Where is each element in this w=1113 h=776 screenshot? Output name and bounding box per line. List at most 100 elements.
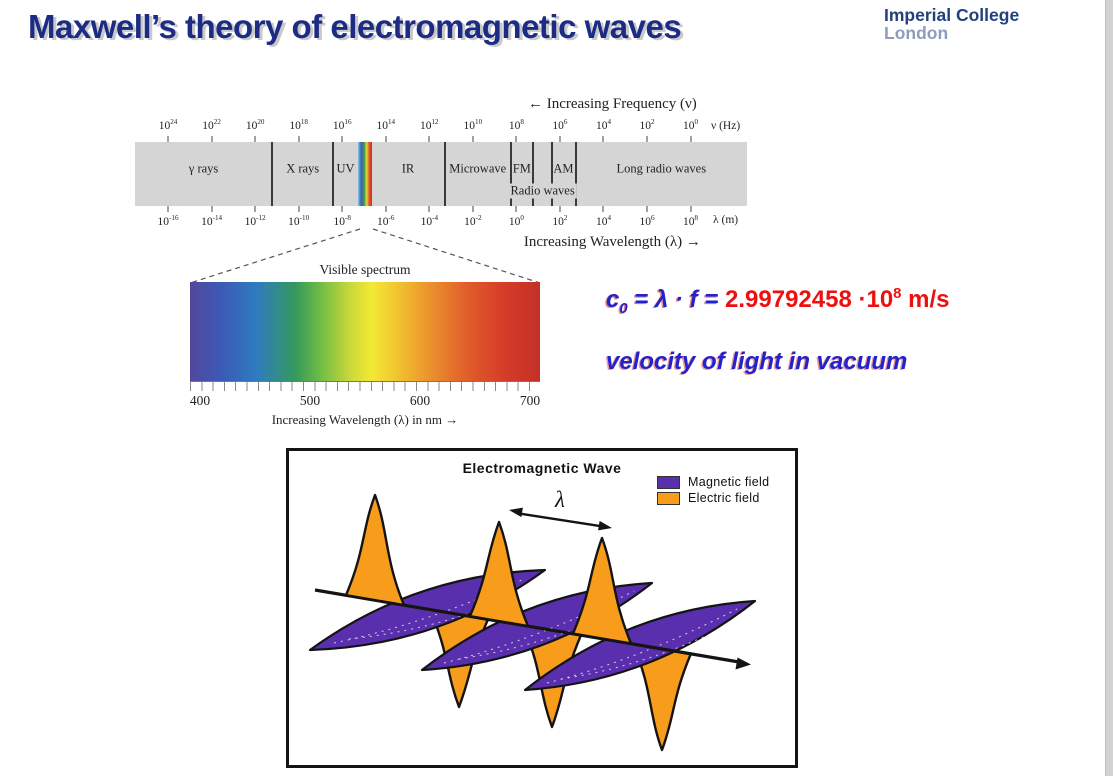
visible-spectrum-tick-value: 700: [519, 393, 541, 408]
scale-tick-mark: [254, 136, 256, 142]
velocity-of-light-caption: velocity of light in vacuum: [606, 348, 908, 375]
scale-tick-mark: [559, 136, 561, 142]
scale-tick-label: 1010: [463, 118, 483, 132]
imperial-college-logo: Imperial College London: [884, 6, 1019, 43]
scale-tick-mark: [472, 136, 474, 142]
wavelength-arrow: λ: [509, 487, 612, 531]
scale-tick-label: 10-2: [464, 214, 482, 228]
logo-line2: London: [884, 23, 949, 44]
wavelength-unit-label: λ (m): [713, 214, 739, 226]
scale-tick-mark: [254, 206, 256, 212]
scale-tick-label: 10-16: [157, 214, 179, 228]
scale-tick-label: 104: [595, 214, 612, 228]
band-divider: [532, 142, 535, 206]
scale-tick-mark: [646, 206, 648, 212]
scale-tick-label: 1018: [289, 118, 308, 132]
scale-tick-mark: [428, 136, 430, 142]
band-divider: [444, 142, 447, 206]
em-wave-legend: Magnetic field Electric field: [657, 474, 769, 506]
slide-edge-strip: [1105, 0, 1113, 776]
scale-tick-mark: [559, 206, 561, 212]
increasing-frequency-label: ← Increasing Frequency (ν): [527, 96, 697, 112]
band-region-label: AM: [553, 161, 574, 176]
visible-light-strip: [358, 142, 372, 206]
legend-swatch: [657, 491, 680, 505]
visible-spectrum-panel: Visible spectrum 400 500 600 700 Increasing…: [185, 262, 545, 430]
em-spectrum-diagram: ← Increasing Frequency (ν) 1024 1022 1020 1…: [135, 96, 747, 258]
logo-line1: Imperial College: [884, 5, 1020, 25]
scale-tick-mark: [341, 206, 343, 212]
legend-label: Electric field: [688, 491, 760, 505]
visible-spectrum-gradient: [190, 282, 540, 381]
electric-field-up-lobes: [344, 493, 633, 645]
radio-waves-label: Radio waves: [508, 183, 577, 199]
em-wave-figure: λ Electromagnetic Wave Magnetic field Ele…: [286, 448, 798, 768]
spectrum-band: γ rays X rays UV IR Microwave FM AM Long radio …: [135, 142, 747, 206]
scale-tick-mark: [167, 206, 169, 212]
scale-tick-label: 100: [508, 214, 524, 228]
scale-tick-mark: [341, 136, 343, 142]
scale-tick-label: 102: [552, 214, 568, 228]
visible-spectrum-tick-value: 400: [189, 393, 211, 408]
formula-value: 2.99792458 ·108 m/s: [725, 286, 950, 313]
band-region-label: Microwave: [449, 161, 507, 176]
scale-tick-label: 1022: [202, 118, 221, 132]
scale-tick-label: 108: [683, 214, 699, 228]
band-region-label: IR: [401, 161, 415, 176]
scale-tick-mark: [515, 206, 517, 212]
formula-lhs: c0 = λ · f =: [606, 286, 726, 317]
band-region-label: FM: [512, 161, 531, 176]
lambda-symbol: λ: [554, 487, 565, 512]
band-divider: [509, 142, 512, 206]
scale-tick-mark: [428, 206, 430, 212]
frequency-unit-label: ν (Hz): [711, 120, 741, 132]
scale-tick-mark: [515, 136, 517, 142]
visible-spectrum-title: Visible spectrum: [319, 262, 411, 277]
scale-tick-label: 106: [639, 214, 655, 228]
band-divider: [551, 142, 554, 206]
scale-tick-mark: [690, 136, 692, 142]
speed-of-light-formula: c0 = λ · f = 2.99792458 ·108 m/s: [606, 286, 949, 317]
band-divider: [574, 142, 577, 206]
scale-tick-mark: [602, 136, 604, 142]
scale-tick-label: 10-6: [377, 214, 395, 228]
legend-swatch: [657, 475, 680, 489]
scale-tick-label: 106: [552, 118, 568, 132]
legend-row: Electric field: [657, 490, 769, 506]
scale-tick-label: 10-10: [288, 214, 310, 228]
band-divider: [271, 142, 274, 206]
visible-spectrum-tick-value: 600: [409, 393, 431, 408]
scale-tick-label: 1012: [419, 118, 439, 132]
band-region-label: UV: [336, 161, 355, 176]
visible-spectrum-tick-value: 500: [299, 393, 321, 408]
legend-row: Magnetic field: [657, 474, 769, 490]
visible-spectrum-caption: Increasing Wavelength (λ) in nm →: [271, 412, 459, 427]
band-region-label: X rays: [286, 161, 320, 176]
scale-tick-label: 104: [595, 118, 612, 132]
funnel-dashed-lines: [189, 228, 541, 284]
em-wave-drawing: λ: [308, 487, 757, 752]
scale-tick-mark: [385, 136, 387, 142]
scale-tick-label: 102: [639, 118, 655, 132]
scale-tick-mark: [472, 206, 474, 212]
scale-tick-label: 10-8: [333, 214, 351, 228]
band-divider: [332, 142, 335, 206]
visible-spectrum-ruler: [190, 381, 540, 391]
scale-tick-label: 100: [683, 118, 699, 132]
legend-label: Magnetic field: [688, 475, 770, 489]
scale-tick-mark: [211, 136, 213, 142]
scale-tick-mark: [690, 206, 692, 212]
scale-tick-mark: [602, 206, 604, 212]
scale-tick-mark: [167, 136, 169, 142]
scale-tick-mark: [646, 136, 648, 142]
scale-tick-label: 10-12: [244, 214, 266, 228]
scale-tick-label: 1020: [245, 118, 265, 132]
scale-tick-label: 1016: [332, 118, 352, 132]
page-title: Maxwell’s theory of electromagnetic wave…: [28, 8, 682, 45]
band-region-label: γ rays: [188, 161, 219, 176]
scale-tick-mark: [298, 136, 300, 142]
scale-tick-label: 1024: [158, 118, 178, 132]
scale-tick-label: 10-4: [420, 214, 439, 228]
scale-tick-label: 10-14: [201, 214, 223, 228]
band-region-label: Long radio waves: [616, 161, 707, 176]
